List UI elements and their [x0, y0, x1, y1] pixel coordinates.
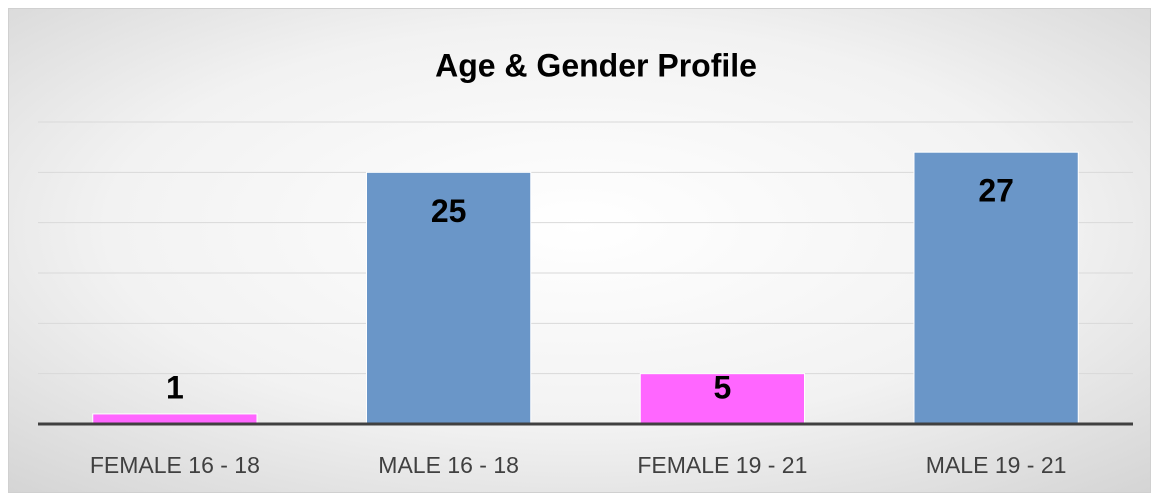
bar: [366, 171, 532, 425]
x-tick-label: FEMALE 16 - 18: [90, 452, 260, 478]
data-label: 25: [431, 193, 467, 229]
bar: [639, 373, 805, 425]
data-label: 5: [713, 369, 731, 405]
chart-title: Age & Gender Profile: [435, 47, 757, 83]
bar: [913, 151, 1079, 425]
x-tick-label: MALE 19 - 21: [926, 452, 1067, 478]
data-label: 1: [166, 369, 184, 405]
data-label: 27: [978, 173, 1014, 209]
x-tick-label: MALE 16 - 18: [378, 452, 519, 478]
x-tick-label: FEMALE 19 - 21: [637, 452, 807, 478]
bar: [92, 413, 258, 425]
